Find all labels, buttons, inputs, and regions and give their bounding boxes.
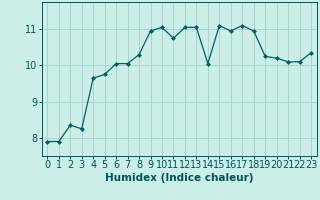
X-axis label: Humidex (Indice chaleur): Humidex (Indice chaleur): [105, 173, 253, 183]
